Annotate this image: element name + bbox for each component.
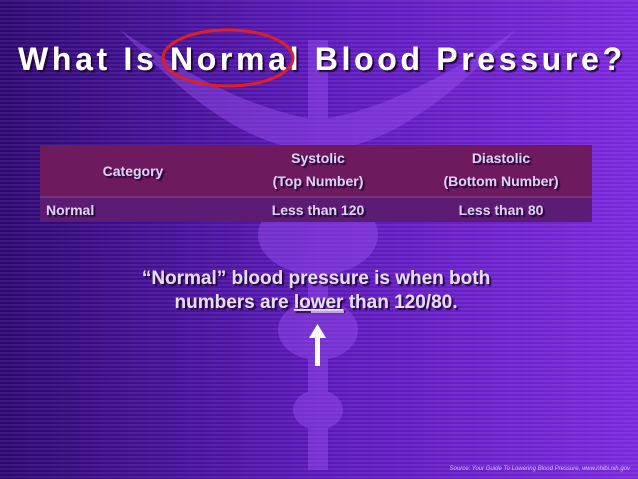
table-cell: Less than 120 <box>272 202 365 218</box>
table-cell: Normal <box>46 202 94 218</box>
caption-line: “Normal” blood pressure is when both <box>142 268 490 289</box>
slide-title: What Is Normal Blood Pressure? <box>18 41 622 77</box>
caption-text: numbers are <box>174 292 288 313</box>
table-cell: Less than 80 <box>459 202 544 218</box>
data-row <box>40 197 592 222</box>
caption-emphasis: lower <box>294 292 344 313</box>
header-cell: Systolic <box>291 150 345 166</box>
caption-line: numbers are lower than 120/80. <box>174 292 457 313</box>
header-cell: (Bottom Number) <box>443 173 558 189</box>
table: Category Systolic (Top Number) Diastolic… <box>40 145 592 222</box>
header-cell: Category <box>103 163 164 179</box>
caption-text: than 120/80. <box>349 292 458 313</box>
source-note: Source: Your Guide To Lowering Blood Pre… <box>450 466 631 472</box>
caduceus <box>120 30 516 470</box>
header-row <box>40 145 592 197</box>
header-cell: (Top Number) <box>273 173 364 189</box>
header-cell: Diastolic <box>472 150 531 166</box>
arrow <box>309 324 326 366</box>
highlight-circle <box>161 28 295 88</box>
